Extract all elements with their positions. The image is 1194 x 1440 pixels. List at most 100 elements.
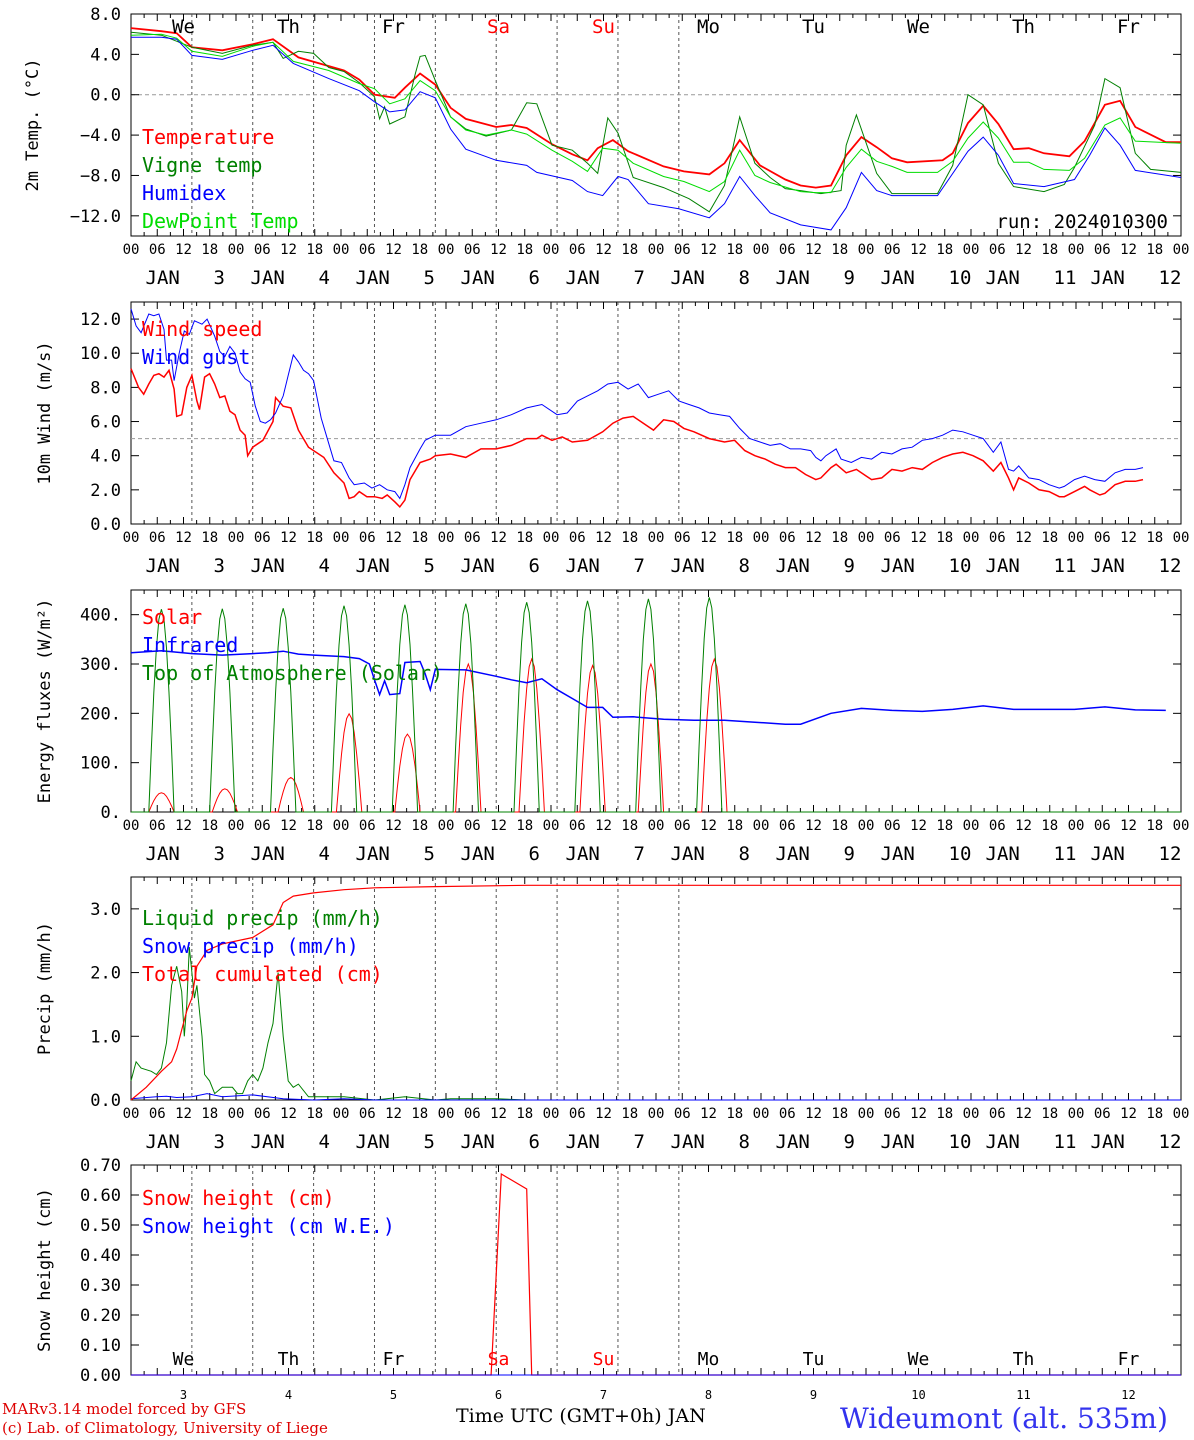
hour-label: 06 — [254, 818, 271, 834]
date-label-day: 4 — [319, 1131, 330, 1153]
y-tick-label: −4.0 — [80, 126, 121, 146]
hour-label: 06 — [569, 1106, 586, 1122]
date-label-day: 11 — [1054, 267, 1077, 289]
date-label-month: JAN — [776, 555, 810, 577]
weekday-label: Tu — [802, 16, 825, 38]
hour-label: 06 — [254, 1106, 271, 1122]
date-label-day: 3 — [214, 1131, 225, 1153]
hour-label: 18 — [516, 242, 533, 258]
legend-entry: Temperature — [142, 125, 274, 149]
date-label-month: JAN — [881, 555, 915, 577]
hour-label: 12 — [910, 1106, 927, 1122]
hour-label: 18 — [831, 530, 848, 546]
hour-label: 18 — [411, 530, 428, 546]
date-label-month: JAN — [461, 1131, 495, 1153]
y-tick-label: 8.0 — [90, 378, 121, 398]
date-label-month: JAN — [776, 267, 810, 289]
date-number: 8 — [705, 1388, 712, 1402]
date-label-day: 11 — [1054, 843, 1077, 865]
hour-label: 12 — [805, 818, 822, 834]
date-label-day: 8 — [739, 267, 750, 289]
y-tick-label: 4.0 — [90, 45, 121, 65]
hour-label: 00 — [858, 530, 875, 546]
hour-label: 00 — [963, 242, 980, 258]
y-tick-label: −8.0 — [80, 166, 121, 186]
date-label-month: JAN — [566, 843, 600, 865]
date-label-day: 9 — [844, 1131, 855, 1153]
hour-label: 18 — [411, 1106, 428, 1122]
hour-label: 00 — [1068, 818, 1085, 834]
hour-label: 00 — [123, 1106, 140, 1122]
hour-label: 18 — [201, 818, 218, 834]
y-axis-title: 2m Temp. (°C) — [23, 58, 43, 191]
hour-label: 00 — [1173, 818, 1190, 834]
weekday-label: We — [907, 16, 930, 38]
hour-label: 12 — [385, 1106, 402, 1122]
y-tick-label: 4.0 — [90, 447, 121, 467]
date-label-day: 5 — [424, 843, 435, 865]
y-tick-label: 2.0 — [90, 481, 121, 501]
y-tick-label: 3.0 — [90, 900, 121, 920]
hour-label: 00 — [228, 242, 245, 258]
date-label-month: JAN — [356, 1131, 390, 1153]
date-label-month: JAN — [986, 1131, 1020, 1153]
series-line-infrared — [130, 649, 1166, 725]
weekday-label: Th — [278, 1349, 300, 1370]
hour-label: 06 — [989, 242, 1006, 258]
hour-label: 18 — [1146, 818, 1163, 834]
hour-label: 06 — [779, 530, 796, 546]
hour-label: 00 — [333, 242, 350, 258]
hour-label: 00 — [963, 818, 980, 834]
hour-label: 00 — [648, 1106, 665, 1122]
date-label-day: 10 — [949, 267, 972, 289]
date-number: 10 — [911, 1388, 925, 1402]
date-number: 6 — [495, 1388, 502, 1402]
date-label-month: JAN — [146, 555, 180, 577]
hour-label: 00 — [123, 530, 140, 546]
date-label-month: JAN — [146, 1131, 180, 1153]
weekday-label: Th — [1013, 1349, 1035, 1370]
y-tick-label: 6.0 — [90, 413, 121, 433]
hour-label: 18 — [1041, 1106, 1058, 1122]
hour-label: 00 — [648, 818, 665, 834]
hour-label: 18 — [1146, 530, 1163, 546]
y-tick-label: 0.10 — [80, 1336, 121, 1356]
date-label-month: JAN — [356, 843, 390, 865]
date-label-day: 10 — [949, 843, 972, 865]
hour-label: 12 — [595, 818, 612, 834]
hour-label: 06 — [1094, 1106, 1111, 1122]
hour-label: 06 — [779, 818, 796, 834]
station-label: Wideumont (alt. 535m) — [840, 1402, 1168, 1435]
hour-label: 18 — [516, 530, 533, 546]
date-label-day: 8 — [739, 555, 750, 577]
hour-label: 12 — [910, 818, 927, 834]
date-label-month: JAN — [566, 267, 600, 289]
series-line-liquid-precip-mm-h- — [130, 947, 1181, 1101]
hour-label: 12 — [280, 242, 297, 258]
hour-label: 06 — [989, 818, 1006, 834]
hour-label: 06 — [674, 818, 691, 834]
hour-label: 18 — [1041, 818, 1058, 834]
plot-frame-1 — [130, 301, 1182, 525]
hour-label: 00 — [123, 242, 140, 258]
hour-label: 18 — [831, 1106, 848, 1122]
weekday-label: Fr — [1118, 1349, 1140, 1370]
hour-label: 06 — [1094, 242, 1111, 258]
hour-label: 12 — [385, 530, 402, 546]
weekday-label: Mo — [697, 16, 720, 38]
hour-label: 18 — [516, 1106, 533, 1122]
date-label-day: 3 — [214, 843, 225, 865]
date-label-month: JAN — [251, 1131, 285, 1153]
y-tick-label: 400. — [80, 606, 121, 626]
legend-entry: Top of Atmosphere (Solar) — [142, 661, 443, 685]
hour-label: 18 — [621, 242, 638, 258]
weekday-label: Sa — [488, 1349, 510, 1370]
y-tick-label: −12.0 — [70, 207, 121, 227]
run-label: run: 2024010300 — [996, 211, 1168, 233]
hour-label: 00 — [1068, 242, 1085, 258]
date-label-day: 4 — [319, 267, 330, 289]
hour-label: 18 — [201, 242, 218, 258]
date-label-day: 4 — [319, 843, 330, 865]
date-label-month: JAN — [671, 267, 705, 289]
plot-frame-0 — [130, 13, 1182, 237]
